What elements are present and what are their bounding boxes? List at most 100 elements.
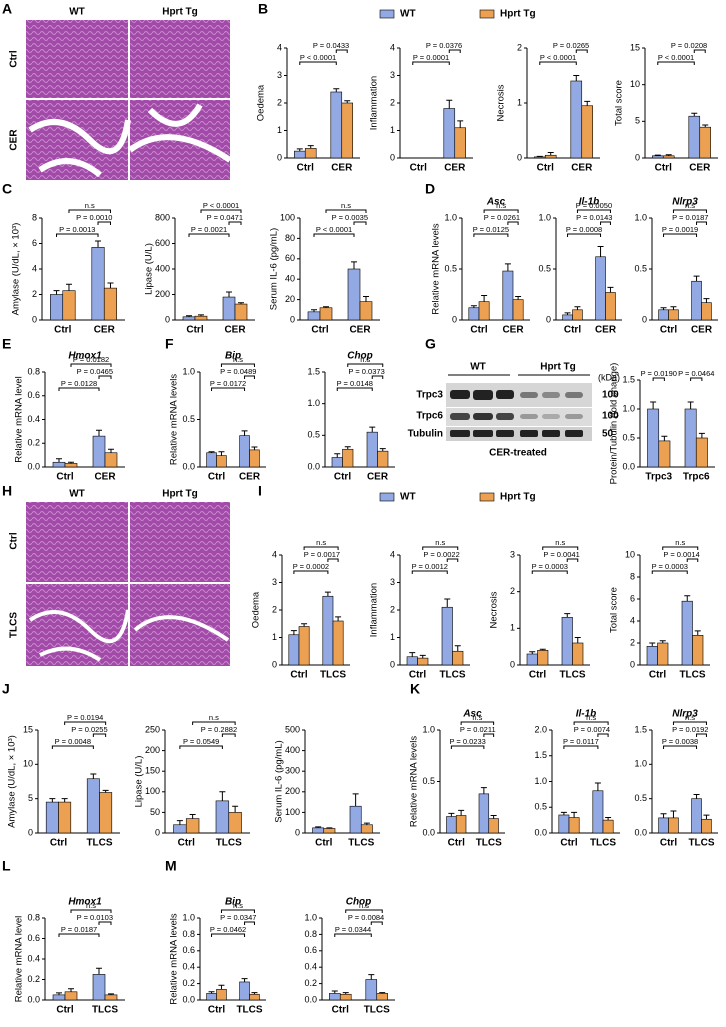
error-bar	[208, 991, 215, 994]
p-value: n.s	[233, 355, 243, 364]
y-tick-label: 100	[280, 212, 295, 222]
y-tick-label: 3	[390, 577, 395, 587]
y-tick-label: 6	[630, 593, 635, 603]
error-bar	[351, 261, 357, 269]
bar	[58, 801, 72, 834]
y-tick-label: 400	[155, 263, 170, 273]
error-bar	[241, 430, 248, 436]
significance-bracket	[336, 387, 373, 391]
y-tick-label: 2	[277, 97, 282, 107]
y-tick-label: 0.0	[27, 994, 40, 1004]
x-tick-label: TLCS	[92, 1005, 118, 1016]
y-axis-label: Inflammation	[369, 76, 380, 130]
bar	[454, 127, 466, 159]
p-value: P = 0.0187	[672, 213, 708, 222]
y-tick-label: 0	[290, 314, 295, 324]
y-tick-label: 1.5	[634, 724, 647, 734]
x-tick-label: Trpc6	[683, 472, 710, 483]
p-value: P < 0.0001	[316, 225, 352, 234]
bar	[443, 108, 456, 159]
significance-bracket	[92, 733, 107, 737]
bar	[502, 270, 514, 321]
y-tick-label: 4	[390, 549, 395, 559]
error-bar	[176, 820, 183, 825]
p-value: P = 0.0373	[348, 367, 384, 376]
bar	[222, 296, 236, 321]
significance-bracket	[663, 233, 698, 237]
y-tick-label: 0.5	[444, 263, 457, 273]
legend-swatch	[379, 9, 395, 19]
bar	[249, 449, 260, 468]
p-value: P = 0.0489	[220, 367, 256, 376]
column-label: WT	[69, 7, 85, 18]
p-value: P = 0.0194	[67, 713, 103, 722]
bar	[185, 818, 200, 834]
error-bar	[597, 246, 604, 257]
p-value: P = 0.0172	[210, 379, 246, 388]
p-value: n.s	[341, 201, 351, 210]
p-value: n.s	[496, 201, 506, 210]
y-tick-label: 15	[23, 724, 33, 734]
y-tick-label: 0	[28, 827, 33, 837]
significance-bracket	[542, 546, 579, 550]
significance-bracket	[70, 363, 112, 367]
error-bar	[703, 814, 710, 820]
error-bar	[108, 993, 114, 995]
error-bar	[607, 286, 614, 293]
error-bar	[96, 967, 102, 975]
p-value: P = 0.0008	[566, 225, 602, 234]
y-tick-label: 0	[165, 314, 170, 324]
bar	[605, 292, 616, 321]
p-value: P < 0.0001	[300, 53, 336, 62]
y-tick-label: 1	[390, 632, 395, 642]
significance-bracket	[651, 570, 688, 574]
y-tick-label: 500	[285, 724, 300, 734]
bar	[328, 993, 341, 1001]
histology-image	[26, 502, 128, 582]
y-tick-label: 0.0	[534, 827, 547, 837]
legend-swatch	[379, 492, 395, 502]
row-label: Ctrl	[9, 532, 20, 549]
p-value: P = 0.0014	[663, 550, 699, 559]
y-tick-label: 1.0	[634, 759, 647, 769]
error-bar	[693, 794, 700, 799]
p-value: P = 0.0117	[563, 737, 599, 746]
y-tick-label: 0.0	[307, 461, 320, 471]
p-value: P = 0.0347	[220, 913, 256, 922]
x-tick-label: Ctrl	[186, 325, 203, 336]
y-tick-label: 1.0	[538, 212, 551, 222]
y-tick-label: 200	[155, 289, 170, 299]
blot-strip	[446, 408, 592, 426]
bar	[194, 315, 208, 321]
error-bar	[335, 616, 342, 621]
x-tick-label: TLCS	[236, 1005, 262, 1016]
error-bar	[594, 782, 601, 791]
bar	[366, 431, 378, 468]
x-tick-label: Ctrl	[208, 472, 225, 483]
group-label: Hprt Tg	[540, 362, 576, 373]
p-value: n.s	[85, 201, 95, 210]
y-tick-label: 1.5	[534, 750, 547, 760]
significance-bracket	[567, 233, 602, 237]
p-value: n.s	[555, 538, 565, 547]
error-bar	[251, 992, 258, 995]
y-tick-label: 1.0	[444, 212, 457, 222]
significance-bracket	[200, 209, 242, 213]
y-tick-label: 2	[517, 42, 522, 52]
error-bar	[458, 809, 465, 816]
significance-bracket	[293, 570, 329, 574]
x-tick-label: TLCS	[559, 670, 585, 681]
bar	[684, 408, 697, 468]
y-tick-label: 0.2	[182, 978, 195, 988]
bar	[64, 463, 78, 468]
band-size: 50	[602, 429, 614, 440]
y-tick-label: 0	[452, 314, 457, 324]
y-axis-label: Necrosis	[496, 84, 507, 121]
significance-bracket	[412, 61, 450, 65]
y-tick-label: 3	[272, 577, 277, 587]
p-value: P = 0.0465	[77, 367, 113, 376]
bar	[312, 827, 325, 834]
bar	[323, 828, 336, 834]
error-bar	[670, 306, 677, 310]
bar	[657, 642, 669, 666]
